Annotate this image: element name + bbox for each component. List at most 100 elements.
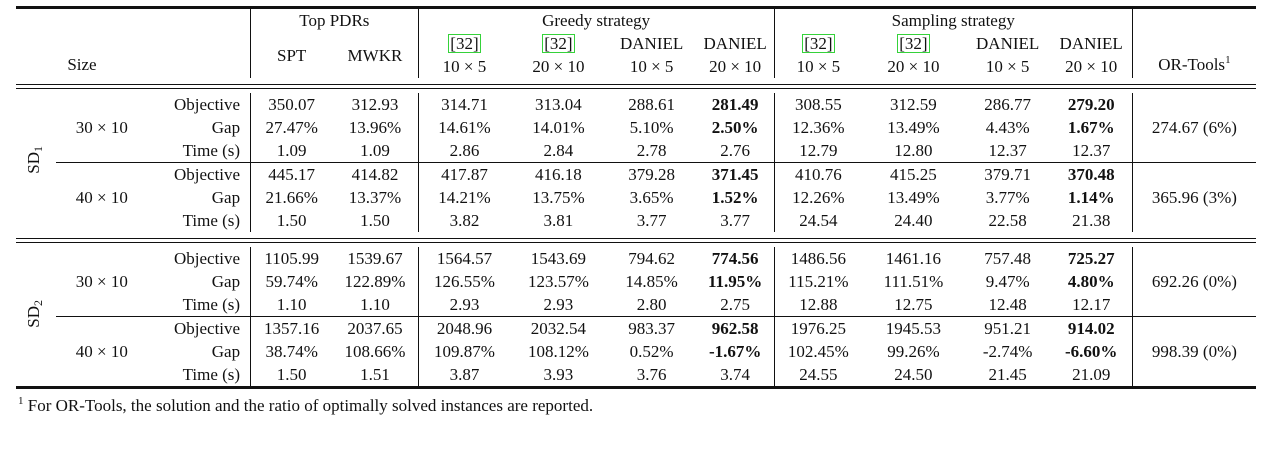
dataset-label: SD2 <box>23 299 45 328</box>
instance-size: 40 × 10 <box>55 162 148 232</box>
dataset-label: SD1 <box>23 145 45 174</box>
train-size: 20 × 10 <box>887 57 940 76</box>
value-cell: 1976.25 <box>774 316 863 340</box>
metric-label: Time (s) <box>147 209 252 232</box>
footnote-text: For OR-Tools, the solution and the ratio… <box>23 396 594 415</box>
value-cell: 3.77 <box>696 209 775 232</box>
value-cell: 122.89% <box>332 270 419 293</box>
value-cell: 2.86 <box>449 141 480 160</box>
header-greedy-col: [32] 10 × 5 <box>418 32 510 78</box>
metric-label: Gap <box>147 270 252 293</box>
metric-label: Time (s) <box>147 363 252 386</box>
value-cell: 445.17 <box>250 162 333 186</box>
value-cell: 13.75% <box>532 188 585 207</box>
value-cell: 12.17 <box>1050 293 1133 317</box>
value-cell: 14.61% <box>438 118 491 137</box>
value-cell: 983.37 <box>606 316 697 340</box>
value-cell: 379.71 <box>964 162 1051 186</box>
value-cell: 24.54 <box>799 211 838 230</box>
value-cell: 21.09 <box>1050 363 1133 386</box>
table-row: SD2 30 × 10 Objective 1105.99 1539.67 1564.57… <box>16 247 1256 327</box>
train-size: 10 × 5 <box>796 57 841 76</box>
value-cell: 1.10 <box>276 295 307 314</box>
value-cell: 1.52% <box>696 186 775 209</box>
method-name: DANIEL <box>703 34 767 53</box>
value-cell: 1.51 <box>332 363 419 386</box>
value-cell: 13.37% <box>332 186 419 209</box>
value-cell: 2.93 <box>543 295 574 314</box>
value-cell: 3.76 <box>636 365 667 384</box>
value-cell: 21.66% <box>265 188 318 207</box>
value-cell: 2.84 <box>543 141 574 160</box>
value-cell: 1.14% <box>1050 186 1133 209</box>
value-cell: 13.49% <box>887 188 940 207</box>
value-cell: 12.36% <box>792 118 845 137</box>
train-size: 10 × 5 <box>629 57 674 76</box>
header-spt: SPT <box>277 45 307 65</box>
value-cell: -6.60% <box>1050 340 1133 363</box>
metric-label: Gap <box>147 116 252 139</box>
header-sampling-col: DANIEL 20 × 10 <box>1050 32 1133 78</box>
value-cell: 24.40 <box>894 211 933 230</box>
metric-label: Objective <box>147 316 252 340</box>
value-cell: 115.21% <box>788 272 849 291</box>
value-cell: 313.04 <box>535 95 582 114</box>
value-cell: 12.37 <box>1050 139 1133 163</box>
footnote: 1 For OR-Tools, the solution and the rat… <box>16 395 1256 416</box>
value-cell: 21.45 <box>988 365 1027 384</box>
value-cell: 108.12% <box>527 342 589 361</box>
value-cell: 379.28 <box>606 162 697 186</box>
value-cell: 12.79 <box>799 141 838 160</box>
citation-ref[interactable]: [32] <box>542 34 575 53</box>
table-row: 40 × 10 Objective 1357.16 2037.65 2048.96 203… <box>16 316 1256 386</box>
value-cell: 312.93 <box>332 93 419 116</box>
train-size: 20 × 10 <box>532 57 585 76</box>
value-cell: 27.47% <box>265 118 318 137</box>
group-separator <box>16 232 1256 247</box>
results-table-container: Top PDRs Greedy strategy Sampling strate… <box>16 6 1256 416</box>
value-cell: 1.67% <box>1050 116 1133 139</box>
value-cell: 2.80 <box>636 295 667 314</box>
value-cell: 2.78 <box>636 141 667 160</box>
value-cell: 109.87% <box>433 342 495 361</box>
value-cell: 9.47% <box>985 272 1030 291</box>
value-cell: 414.82 <box>332 162 419 186</box>
value-cell: 725.27 <box>1050 247 1133 270</box>
citation-ref[interactable]: [32] <box>802 34 835 53</box>
value-cell: -2.74% <box>982 342 1033 361</box>
value-cell: 3.65% <box>629 188 674 207</box>
bottom-rule <box>16 386 1256 389</box>
value-cell: 1564.57 <box>436 249 493 268</box>
value-cell: 2.75 <box>696 293 775 317</box>
value-cell: 416.18 <box>510 162 607 186</box>
value-cell: 21.38 <box>1050 209 1133 232</box>
value-cell: 2.93 <box>449 295 480 314</box>
value-cell: 314.71 <box>441 95 488 114</box>
value-cell: 1543.69 <box>530 249 587 268</box>
citation-ref[interactable]: [32] <box>448 34 481 53</box>
train-size: 20 × 10 <box>1065 57 1118 76</box>
value-cell: 102.45% <box>787 342 849 361</box>
value-cell: 962.58 <box>696 316 775 340</box>
ortools-value: 365.96 (3%) <box>1132 162 1256 232</box>
value-cell: 14.85% <box>625 272 678 291</box>
value-cell: 2037.65 <box>332 316 419 340</box>
header-sampling-col: [32] 10 × 5 <box>774 32 862 78</box>
top-rule <box>16 6 1256 9</box>
value-cell: 3.82 <box>449 211 480 230</box>
value-cell: 108.66% <box>332 340 419 363</box>
metric-label: Time (s) <box>147 293 252 317</box>
value-cell: 1.10 <box>332 293 419 317</box>
value-cell: 757.48 <box>984 249 1032 268</box>
value-cell: 12.48 <box>988 295 1027 314</box>
value-cell: 350.07 <box>268 95 316 114</box>
citation-ref[interactable]: [32] <box>897 34 930 53</box>
value-cell: 370.48 <box>1050 162 1133 186</box>
value-cell: 123.57% <box>527 272 589 291</box>
value-cell: 1.09 <box>332 139 419 163</box>
value-cell: 13.49% <box>887 118 940 137</box>
value-cell: 3.87 <box>449 365 480 384</box>
instance-size: 40 × 10 <box>55 316 148 386</box>
footnote-marker: 1 <box>1225 54 1231 66</box>
value-cell: 3.81 <box>543 211 574 230</box>
